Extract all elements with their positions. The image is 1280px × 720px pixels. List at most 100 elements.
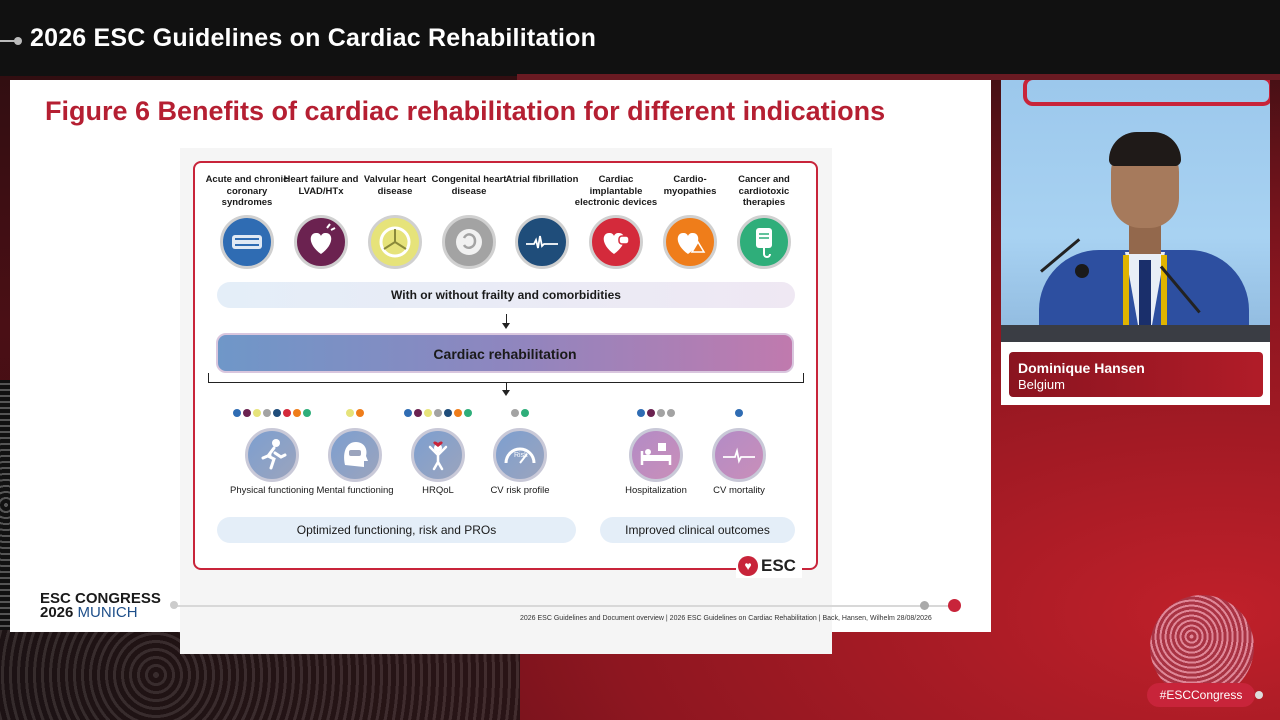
outcome-label: CV mortality <box>713 485 765 496</box>
topbar-dash <box>0 40 16 42</box>
progress-end-dot <box>948 599 961 612</box>
session-title: 2026 ESC Guidelines on Cardiac Rehabilit… <box>30 24 597 52</box>
outcome-label: CV risk profile <box>490 485 550 496</box>
esc-heart-icon: ♥ <box>738 556 758 576</box>
indication-dot <box>263 409 271 417</box>
arrow-to-rehab <box>506 314 507 324</box>
fetus-icon <box>456 229 482 255</box>
outcome-icon-circle <box>629 428 683 482</box>
arrow-to-outcomes <box>506 383 507 391</box>
slide-footer: 2026 ESC Guidelines and Document overvie… <box>520 615 932 622</box>
head-icon <box>344 442 368 467</box>
speaker-name-card: Dominique Hansen Belgium <box>1001 342 1270 405</box>
congress-line1: ESC CONGRESS <box>40 590 161 607</box>
indication-icon-circle <box>589 215 643 269</box>
ecg-icon <box>526 235 558 249</box>
indication-dot <box>243 409 251 417</box>
indication-dot <box>303 409 311 417</box>
outcome-label: Mental functioning <box>316 485 394 496</box>
risk-gauge-icon: Risk <box>504 447 536 464</box>
indication-label: Atrial fibrillation <box>505 174 579 185</box>
indication-dot <box>356 409 364 417</box>
congress-city: MUNICH <box>77 604 138 621</box>
outcome-label: HRQoL <box>422 485 454 496</box>
topbar-dot <box>14 37 22 45</box>
indication-icon-circle <box>220 215 274 269</box>
running-person-icon <box>261 439 287 470</box>
indication-label: Heart failure and LVAD/HTx <box>283 174 359 197</box>
clinical-pill: Improved clinical outcomes <box>600 517 795 543</box>
speaker-hair <box>1109 132 1181 166</box>
iv-bag-icon <box>756 228 772 258</box>
lanyard-right <box>1161 255 1167 325</box>
speaker-video <box>1001 80 1270 342</box>
indication-dot <box>253 409 261 417</box>
outcome-icon-circle <box>328 428 382 482</box>
esc-logo: ♥ ESC <box>736 554 802 578</box>
indication-dot <box>521 409 529 417</box>
speaker-name: Dominique Hansen <box>1018 360 1145 376</box>
indication-dot <box>414 409 422 417</box>
indication-dot <box>735 409 743 417</box>
top-bar: 2026 ESC Guidelines on Cardiac Rehabilit… <box>0 0 1280 76</box>
indication-dot <box>293 409 301 417</box>
indication-dot <box>434 409 442 417</box>
outcomes-bracket <box>208 373 804 383</box>
indication-dots <box>606 409 706 419</box>
pacemaker-icon <box>603 232 630 254</box>
indication-dot <box>667 409 675 417</box>
indication-dot <box>657 409 665 417</box>
video-backdrop-frame <box>1023 80 1270 106</box>
indication-dots <box>305 409 405 419</box>
valve-icon <box>379 226 411 258</box>
indication-icon-circle <box>663 215 717 269</box>
speaker-tie <box>1139 260 1151 330</box>
indication-dots <box>222 409 322 419</box>
outcome-icon-circle: Risk <box>493 428 547 482</box>
indication-label: Congenital heart disease <box>431 174 507 197</box>
congress-year: 2026 <box>40 604 74 621</box>
indication-dot <box>424 409 432 417</box>
outcome-icon-circle <box>411 428 465 482</box>
outcome-icon-circle <box>245 428 299 482</box>
artery-icon <box>232 235 262 249</box>
microphone-head-icon <box>1075 264 1089 278</box>
indication-label: Acute and chronic coronary syndromes <box>205 174 289 208</box>
flatline-icon <box>723 447 755 464</box>
congress-logo: ESC CONGRESS 2026 MUNICH <box>40 590 161 621</box>
indication-dot <box>233 409 241 417</box>
speaker-country: Belgium <box>1018 377 1065 392</box>
lanyard-left <box>1123 255 1129 325</box>
podium <box>1001 325 1270 342</box>
outcome-label: Hospitalization <box>625 485 687 496</box>
indication-icon-circle <box>294 215 348 269</box>
indication-label: Cardio-myopathies <box>663 174 717 197</box>
indication-dot <box>454 409 462 417</box>
svg-text:Risk: Risk <box>514 452 528 459</box>
indication-dot <box>637 409 645 417</box>
indication-dot <box>273 409 281 417</box>
indication-dots <box>689 409 789 419</box>
indication-dot <box>647 409 655 417</box>
slide-progress-track <box>176 605 954 607</box>
arrow-head-outcomes <box>502 390 510 396</box>
indication-icon-circle <box>515 215 569 269</box>
globe-graphic <box>1150 595 1254 699</box>
indication-label: Cancer and cardiotoxic therapies <box>738 174 790 208</box>
topbar-accent-line <box>517 74 1280 80</box>
congress-line2: 2026 MUNICH <box>40 604 161 621</box>
indication-icon-circle <box>442 215 496 269</box>
indication-dot <box>346 409 354 417</box>
speaker-name-box: Dominique Hansen Belgium <box>1009 352 1263 397</box>
esc-logo-text: ESC <box>761 556 796 575</box>
indication-dots <box>470 409 570 419</box>
hashtag-badge: #ESCCongress <box>1147 683 1255 707</box>
slide-title: Figure 6 Benefits of cardiac rehabilitat… <box>45 96 886 126</box>
indication-dots <box>388 409 488 419</box>
indication-icon-circle <box>368 215 422 269</box>
hospital-bed-icon <box>640 443 672 465</box>
outcome-icon-circle <box>712 428 766 482</box>
indication-label: Cardiac implantable electronic devices <box>574 174 658 208</box>
progress-start-dot <box>170 601 178 609</box>
optimized-pill: Optimized functioning, risk and PROs <box>217 517 576 543</box>
